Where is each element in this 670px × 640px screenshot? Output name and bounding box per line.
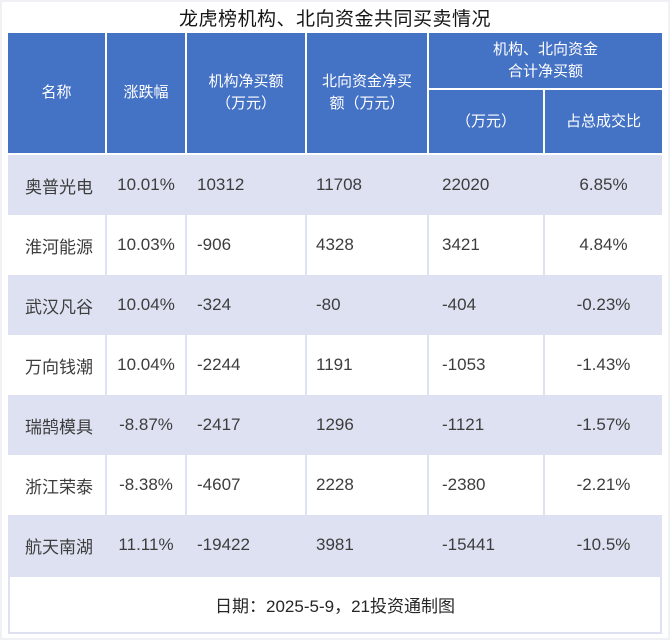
- cell-inst: -2244: [185, 335, 305, 395]
- cell-total: 22020: [427, 155, 543, 215]
- cell-ratio: 4.84%: [543, 215, 662, 275]
- table-row: 瑞鹄模具 -8.87% -2417 1296 -1121 -1.57%: [8, 395, 662, 455]
- cell-name: 奥普光电: [25, 177, 93, 197]
- cell-change: -8.87%: [105, 395, 185, 455]
- col-header-combined-net-buy-group: 机构、北向资金 合计净买额: [427, 33, 662, 90]
- cell-name: 武汉凡谷: [25, 297, 93, 317]
- cell-ratio: -1.43%: [543, 335, 662, 395]
- cell-change: 10.01%: [105, 155, 185, 215]
- cell-change: 10.04%: [105, 335, 185, 395]
- col-header-name: 名称: [41, 84, 72, 102]
- cell-change: -8.38%: [105, 455, 185, 515]
- cell-change: 10.04%: [105, 275, 185, 335]
- cell-total: -404: [427, 275, 543, 335]
- cell-ratio: -0.23%: [543, 275, 662, 335]
- table-row: 万向钱潮 10.04% -2244 1191 -1053 -1.43%: [8, 335, 662, 395]
- cell-total: -2380: [427, 455, 543, 515]
- cell-name: 浙江荣泰: [25, 477, 93, 497]
- cell-ratio: -1.57%: [543, 395, 662, 455]
- cell-inst: -19422: [185, 515, 305, 575]
- cell-ratio: -2.21%: [543, 455, 662, 515]
- cell-ratio: -10.5%: [543, 515, 662, 575]
- table-row: 航天南湖 11.11% -19422 3981 -15441 -10.5%: [8, 515, 662, 575]
- table-row: 武汉凡谷 10.04% -324 -80 -404 -0.23%: [8, 275, 662, 335]
- cell-north: 1191: [305, 335, 427, 395]
- cell-north: -80: [305, 275, 427, 335]
- cell-inst: -324: [185, 275, 305, 335]
- cell-change: 11.11%: [105, 515, 185, 575]
- cell-north: 3981: [305, 515, 427, 575]
- cell-inst: -2417: [185, 395, 305, 455]
- cell-total: -15441: [427, 515, 543, 575]
- cell-north: 11708: [305, 155, 427, 215]
- cell-north: 1296: [305, 395, 427, 455]
- cell-inst: 10312: [185, 155, 305, 215]
- cell-north: 2228: [305, 455, 427, 515]
- cell-name: 淮河能源: [25, 237, 93, 257]
- cell-total: -1053: [427, 335, 543, 395]
- col-header-northbound-net-buy: 北向资金净买 额（万元）: [305, 33, 427, 153]
- cell-name: 航天南湖: [25, 537, 93, 557]
- cell-inst: -906: [185, 215, 305, 275]
- chart-title: 龙虎榜机构、北向资金共同买卖情况: [178, 9, 491, 30]
- col-header-institution-net-buy: 机构净买额 （万元）: [185, 33, 305, 153]
- cell-inst: -4607: [185, 455, 305, 515]
- table-row: 奥普光电 10.01% 10312 11708 22020 6.85%: [8, 155, 662, 215]
- cell-change: 10.03%: [105, 215, 185, 275]
- table-row: 淮河能源 10.03% -906 4328 3421 4.84%: [8, 215, 662, 275]
- data-table: 名称 涨跌幅 机构净买额 （万元） 北向资金净买 额（万元） 机构、北向资金 合…: [8, 33, 662, 634]
- cell-north: 4328: [305, 215, 427, 275]
- cell-total: 3421: [427, 215, 543, 275]
- table-row: 浙江荣泰 -8.38% -4607 2228 -2380 -2.21%: [8, 455, 662, 515]
- col-header-turnover-ratio: 占总成交比: [543, 90, 662, 153]
- cell-ratio: 6.85%: [543, 155, 662, 215]
- col-header-change: 涨跌幅: [105, 33, 185, 153]
- table-body: 奥普光电 10.01% 10312 11708 22020 6.85% 淮河能源 10.03%…: [8, 155, 662, 575]
- date-caption: 日期：2025-5-9，21投资通制图: [8, 575, 662, 634]
- cell-name: 万向钱潮: [25, 357, 93, 377]
- cell-total: -1121: [427, 395, 543, 455]
- col-header-combined-amount: （万元）: [427, 90, 543, 153]
- cell-name: 瑞鹄模具: [25, 417, 93, 437]
- table-header: 名称 涨跌幅 机构净买额 （万元） 北向资金净买 额（万元） 机构、北向资金 合…: [8, 33, 662, 155]
